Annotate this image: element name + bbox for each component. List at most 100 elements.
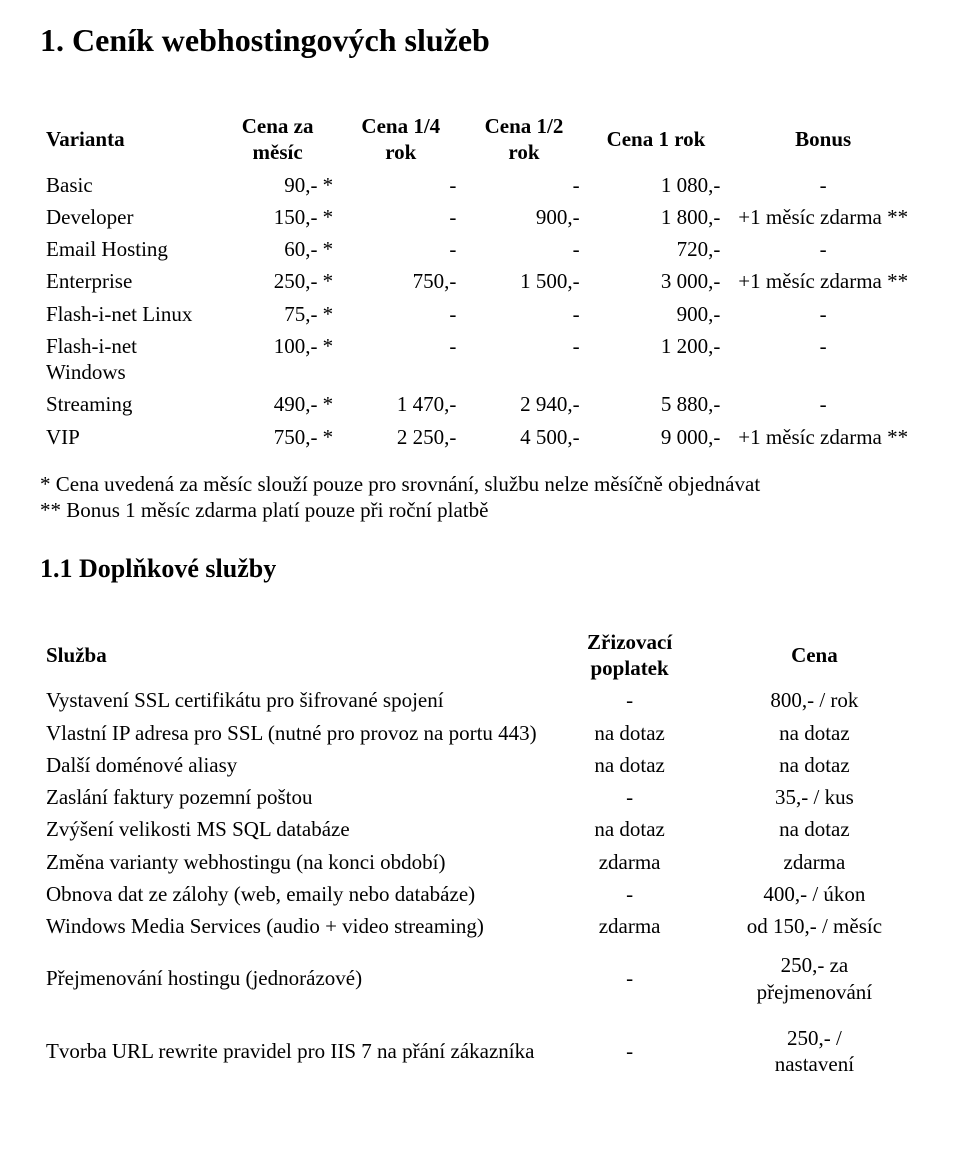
cell-month: 150,- * bbox=[216, 201, 339, 233]
cell-service: Tvorba URL rewrite pravidel pro IIS 7 na… bbox=[40, 1015, 550, 1088]
cell-service: Přejmenování hostingu (jednorázové) bbox=[40, 942, 550, 1015]
cell-half: 4 500,- bbox=[462, 421, 585, 453]
cell-quarter: - bbox=[339, 330, 462, 389]
cell-month: 60,- * bbox=[216, 233, 339, 265]
cell-setup: - bbox=[550, 878, 708, 910]
cell-setup: na dotaz bbox=[550, 717, 708, 749]
pricing-table: Varianta Cena za měsíc Cena 1/4 rok Cena… bbox=[40, 110, 920, 453]
cell-price: na dotaz bbox=[709, 717, 920, 749]
cell-setup: na dotaz bbox=[550, 749, 708, 781]
cell-setup: zdarma bbox=[550, 846, 708, 878]
cell-month: 250,- * bbox=[216, 265, 339, 297]
cell-setup: na dotaz bbox=[550, 813, 708, 845]
col-year: Cena 1 rok bbox=[586, 110, 727, 169]
footnotes: * Cena uvedená za měsíc slouží pouze pro… bbox=[40, 471, 920, 524]
cell-year: 5 880,- bbox=[586, 388, 727, 420]
col-service: Služba bbox=[40, 626, 550, 685]
cell-setup: - bbox=[550, 684, 708, 716]
cell-year: 9 000,- bbox=[586, 421, 727, 453]
cell-half: - bbox=[462, 298, 585, 330]
cell-month: 75,- * bbox=[216, 298, 339, 330]
cell-half: 900,- bbox=[462, 201, 585, 233]
table-row: Další doménové aliasyna dotazna dotaz bbox=[40, 749, 920, 781]
table-row: Basic90,- *--1 080,-- bbox=[40, 169, 920, 201]
cell-quarter: - bbox=[339, 233, 462, 265]
cell-service: Zaslání faktury pozemní poštou bbox=[40, 781, 550, 813]
table-header-row: Služba Zřizovací poplatek Cena bbox=[40, 626, 920, 685]
table-row: Zvýšení velikosti MS SQL databázena dota… bbox=[40, 813, 920, 845]
cell-half: - bbox=[462, 330, 585, 389]
cell-quarter: 1 470,- bbox=[339, 388, 462, 420]
cell-bonus: - bbox=[726, 330, 920, 389]
footnote-1: * Cena uvedená za měsíc slouží pouze pro… bbox=[40, 471, 920, 497]
cell-half: - bbox=[462, 233, 585, 265]
table-row: Obnova dat ze zálohy (web, emaily nebo d… bbox=[40, 878, 920, 910]
cell-variant: Flash-i-net Windows bbox=[40, 330, 216, 389]
cell-quarter: 2 250,- bbox=[339, 421, 462, 453]
cell-bonus: - bbox=[726, 388, 920, 420]
cell-service: Změna varianty webhostingu (na konci obd… bbox=[40, 846, 550, 878]
table-row: Email Hosting60,- *--720,-- bbox=[40, 233, 920, 265]
table-row: Vystavení SSL certifikátu pro šifrované … bbox=[40, 684, 920, 716]
cell-service: Obnova dat ze zálohy (web, emaily nebo d… bbox=[40, 878, 550, 910]
table-row: Přejmenování hostingu (jednorázové)-250,… bbox=[40, 942, 920, 1015]
cell-bonus: +1 měsíc zdarma ** bbox=[726, 265, 920, 297]
table-header-row: Varianta Cena za měsíc Cena 1/4 rok Cena… bbox=[40, 110, 920, 169]
cell-month: 750,- * bbox=[216, 421, 339, 453]
col-bonus: Bonus bbox=[726, 110, 920, 169]
cell-service: Vlastní IP adresa pro SSL (nutné pro pro… bbox=[40, 717, 550, 749]
col-price: Cena bbox=[709, 626, 920, 685]
cell-price: zdarma bbox=[709, 846, 920, 878]
cell-setup: zdarma bbox=[550, 910, 708, 942]
col-half: Cena 1/2 rok bbox=[462, 110, 585, 169]
cell-year: 1 200,- bbox=[586, 330, 727, 389]
page-title: 1. Ceník webhostingových služeb bbox=[40, 20, 920, 60]
cell-service: Zvýšení velikosti MS SQL databáze bbox=[40, 813, 550, 845]
cell-bonus: +1 měsíc zdarma ** bbox=[726, 201, 920, 233]
cell-price: 35,- / kus bbox=[709, 781, 920, 813]
cell-quarter: - bbox=[339, 169, 462, 201]
cell-year: 3 000,- bbox=[586, 265, 727, 297]
footnote-2: ** Bonus 1 měsíc zdarma platí pouze při … bbox=[40, 497, 920, 523]
cell-price: 400,- / úkon bbox=[709, 878, 920, 910]
section-title: 1.1 Doplňkové služby bbox=[40, 553, 920, 586]
cell-month: 490,- * bbox=[216, 388, 339, 420]
table-row: Vlastní IP adresa pro SSL (nutné pro pro… bbox=[40, 717, 920, 749]
col-variant: Varianta bbox=[40, 110, 216, 169]
cell-service: Vystavení SSL certifikátu pro šifrované … bbox=[40, 684, 550, 716]
cell-bonus: - bbox=[726, 233, 920, 265]
cell-half: 1 500,- bbox=[462, 265, 585, 297]
cell-year: 1 800,- bbox=[586, 201, 727, 233]
cell-price: 250,- za přejmenování bbox=[709, 942, 920, 1015]
cell-setup: - bbox=[550, 942, 708, 1015]
cell-service: Windows Media Services (audio + video st… bbox=[40, 910, 550, 942]
cell-quarter: - bbox=[339, 298, 462, 330]
table-row: Tvorba URL rewrite pravidel pro IIS 7 na… bbox=[40, 1015, 920, 1088]
cell-year: 900,- bbox=[586, 298, 727, 330]
cell-price: na dotaz bbox=[709, 749, 920, 781]
cell-month: 100,- * bbox=[216, 330, 339, 389]
cell-bonus: +1 měsíc zdarma ** bbox=[726, 421, 920, 453]
cell-variant: Email Hosting bbox=[40, 233, 216, 265]
cell-price: na dotaz bbox=[709, 813, 920, 845]
cell-month: 90,- * bbox=[216, 169, 339, 201]
table-row: Developer150,- *-900,-1 800,-+1 měsíc zd… bbox=[40, 201, 920, 233]
cell-variant: Basic bbox=[40, 169, 216, 201]
cell-price: 800,- / rok bbox=[709, 684, 920, 716]
table-row: Flash-i-net Windows100,- *--1 200,-- bbox=[40, 330, 920, 389]
table-row: Windows Media Services (audio + video st… bbox=[40, 910, 920, 942]
cell-quarter: 750,- bbox=[339, 265, 462, 297]
cell-setup: - bbox=[550, 781, 708, 813]
cell-half: 2 940,- bbox=[462, 388, 585, 420]
table-row: Flash-i-net Linux75,- *--900,-- bbox=[40, 298, 920, 330]
cell-variant: Streaming bbox=[40, 388, 216, 420]
table-row: Enterprise250,- *750,-1 500,-3 000,-+1 m… bbox=[40, 265, 920, 297]
cell-price: 250,- / nastavení bbox=[709, 1015, 920, 1088]
cell-half: - bbox=[462, 169, 585, 201]
cell-variant: Flash-i-net Linux bbox=[40, 298, 216, 330]
cell-setup: - bbox=[550, 1015, 708, 1088]
col-setup: Zřizovací poplatek bbox=[550, 626, 708, 685]
table-row: Streaming490,- *1 470,-2 940,-5 880,-- bbox=[40, 388, 920, 420]
cell-year: 1 080,- bbox=[586, 169, 727, 201]
services-table: Služba Zřizovací poplatek Cena Vystavení… bbox=[40, 626, 920, 1088]
